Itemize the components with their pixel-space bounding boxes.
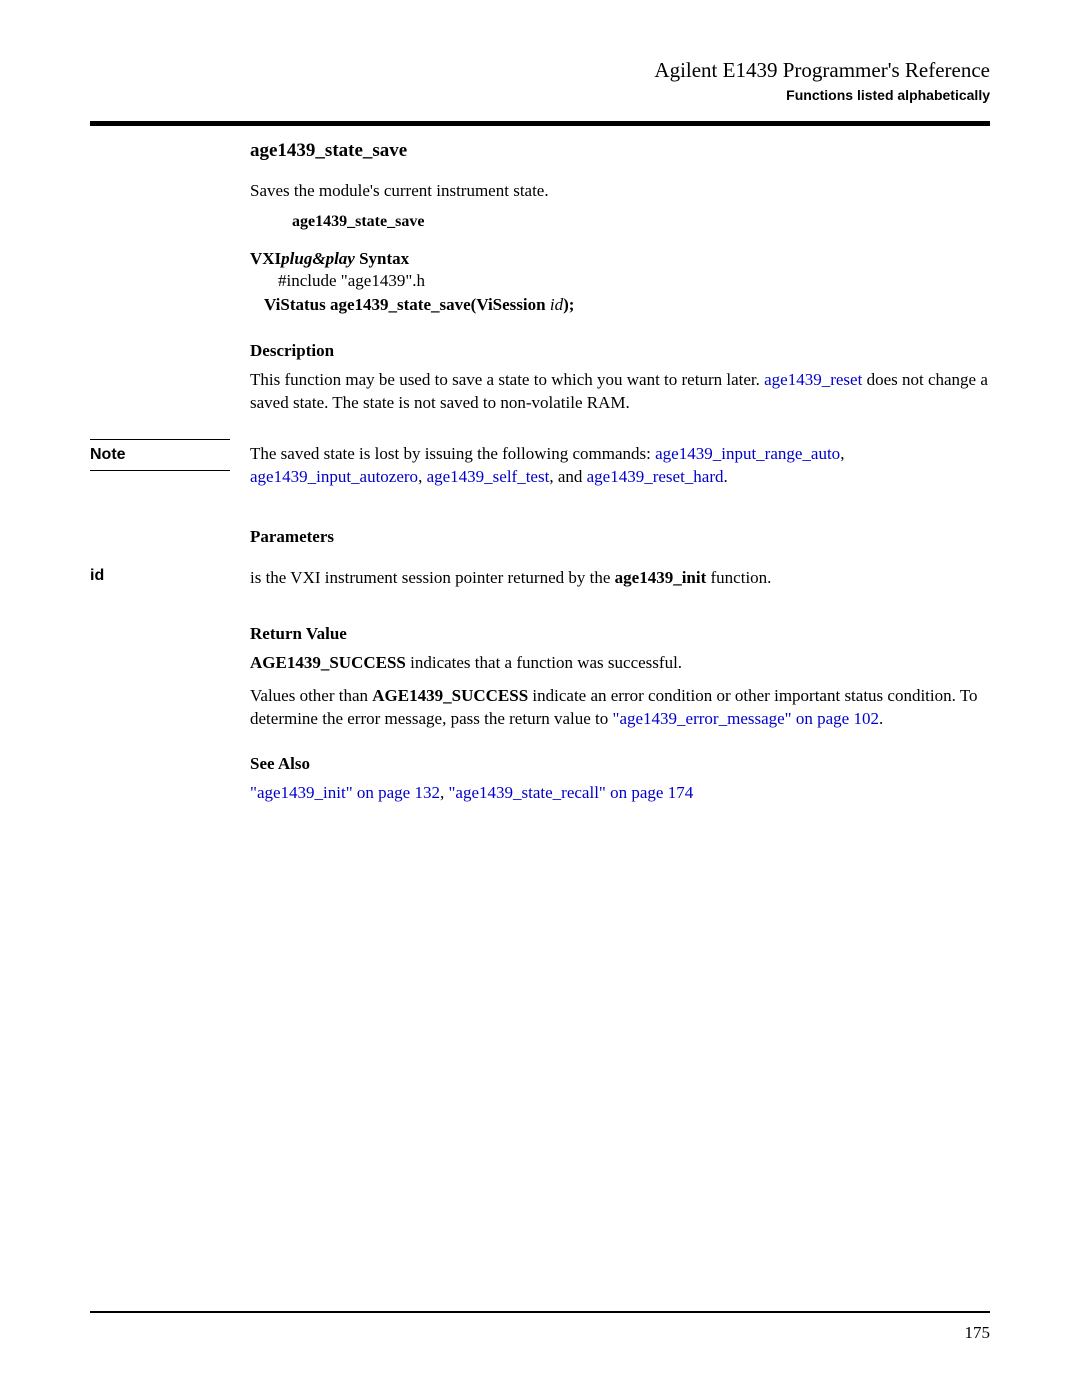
page: Agilent E1439 Programmer's Reference Fun… (0, 0, 1080, 1397)
note-label: Note (90, 440, 238, 470)
page-header: Agilent E1439 Programmer's Reference Fun… (90, 58, 990, 103)
page-number: 175 (965, 1323, 991, 1343)
link-error-message[interactable]: "age1439_error_message" on page 102 (613, 709, 879, 728)
parameters-heading: Parameters (250, 527, 990, 547)
param-id-body: is the VXI instrument session pointer re… (250, 567, 990, 590)
note-sep2: , (418, 467, 427, 486)
syntax-suffix: Syntax (355, 249, 409, 268)
description-body: This function may be used to save a stat… (250, 369, 990, 415)
function-name-repeat: age1439_state_save (292, 213, 990, 231)
desc-pre: This function may be used to save a stat… (250, 370, 764, 389)
note-sep3: , and (549, 467, 586, 486)
link-self-test[interactable]: age1439_self_test (427, 467, 550, 486)
footer-rule (90, 1311, 990, 1313)
syntax-italic: plug&play (281, 249, 355, 268)
return-p2: Values other than AGE1439_SUCCESS indica… (250, 685, 990, 731)
seealso-heading: See Also (250, 754, 990, 774)
description-heading: Description (250, 341, 990, 361)
proto-pre: ViStatus age1439_state_save(ViSession (264, 295, 550, 314)
link-input-range-auto[interactable]: age1439_input_range_auto (655, 444, 840, 463)
doc-title: Agilent E1439 Programmer's Reference (90, 58, 990, 83)
note-pre: The saved state is lost by issuing the f… (250, 444, 655, 463)
note-left: Note (90, 439, 250, 489)
note-body: The saved state is lost by issuing the f… (250, 439, 990, 489)
return-p2-tail: . (879, 709, 883, 728)
link-state-recall[interactable]: "age1439_state_recall" on page 174 (448, 783, 693, 802)
link-init[interactable]: "age1439_init" on page 132 (250, 783, 440, 802)
param-id-bold: age1439_init (615, 568, 707, 587)
note-sep1: , (840, 444, 844, 463)
seealso-body: "age1439_init" on page 132, "age1439_sta… (250, 782, 990, 805)
function-title: age1439_state_save (250, 140, 990, 162)
proto-post: ); (563, 295, 574, 314)
return-p1-bold: AGE1439_SUCCESS (250, 653, 406, 672)
proto-id: id (550, 295, 563, 314)
syntax-prefix: VXI (250, 249, 281, 268)
param-id-label: id (90, 567, 238, 585)
link-input-autozero[interactable]: age1439_input_autozero (250, 467, 418, 486)
return-heading: Return Value (250, 624, 990, 644)
return-p2-pre: Values other than (250, 686, 372, 705)
syntax-heading: VXIplug&play Syntax (250, 249, 990, 269)
return-p1: AGE1439_SUCCESS indicates that a functio… (250, 652, 990, 675)
return-p1-rest: indicates that a function was successful… (406, 653, 682, 672)
note-rule-bottom (90, 470, 230, 471)
return-p2-bold: AGE1439_SUCCESS (372, 686, 528, 705)
param-id-pre: is the VXI instrument session pointer re… (250, 568, 615, 587)
note-tail: . (724, 467, 728, 486)
include-line: #include "age1439".h (278, 271, 990, 291)
link-reset[interactable]: age1439_reset (764, 370, 862, 389)
link-reset-hard[interactable]: age1439_reset_hard (587, 467, 724, 486)
section-name: Functions listed alphabetically (90, 87, 990, 103)
prototype-line: ViStatus age1439_state_save(ViSession id… (264, 295, 990, 315)
function-summary: Saves the module's current instrument st… (250, 180, 990, 203)
param-id-post: function. (706, 568, 771, 587)
